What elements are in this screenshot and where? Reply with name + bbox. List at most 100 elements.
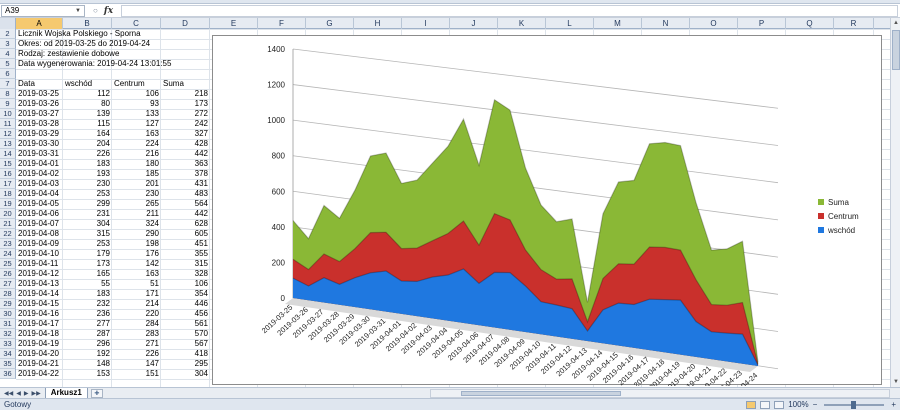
- table-cell[interactable]: 220: [145, 309, 159, 318]
- row-header-18[interactable]: 18: [0, 189, 16, 199]
- row-header-24[interactable]: 24: [0, 249, 16, 259]
- table-cell[interactable]: 2019-04-12: [18, 269, 59, 278]
- zoom-level[interactable]: 100%: [788, 400, 809, 409]
- table-cell[interactable]: 198: [145, 239, 159, 248]
- table-cell[interactable]: 363: [194, 159, 208, 168]
- table-cell[interactable]: 287: [96, 329, 110, 338]
- column-header-o[interactable]: O: [690, 18, 738, 29]
- table-cell[interactable]: 2019-04-14: [18, 289, 59, 298]
- table-cell[interactable]: 2019-04-10: [18, 249, 59, 258]
- row-header-25[interactable]: 25: [0, 259, 16, 269]
- row-header-32[interactable]: 32: [0, 329, 16, 339]
- table-cell[interactable]: 180: [145, 159, 159, 168]
- column-header-i[interactable]: I: [402, 18, 450, 29]
- table-cell[interactable]: 2019-04-15: [18, 299, 59, 308]
- table-cell[interactable]: 127: [145, 119, 159, 128]
- table-cell[interactable]: 80: [101, 99, 110, 108]
- table-cell[interactable]: 315: [96, 229, 110, 238]
- table-cell[interactable]: 151: [145, 369, 159, 378]
- formula-input[interactable]: [121, 4, 898, 17]
- table-cell[interactable]: 2019-04-13: [18, 279, 59, 288]
- column-header-j[interactable]: J: [450, 18, 498, 29]
- table-cell[interactable]: 2019-04-11: [18, 259, 59, 268]
- prev-sheet-icon[interactable]: ◀: [16, 390, 21, 397]
- row-header-3[interactable]: 3: [0, 39, 16, 49]
- row-header-16[interactable]: 16: [0, 169, 16, 179]
- column-header-k[interactable]: K: [498, 18, 546, 29]
- expand-icon[interactable]: ○: [93, 6, 98, 15]
- info-cell[interactable]: Licznik Wojska Polskiego - Sporna: [18, 29, 141, 38]
- name-box[interactable]: A39 ▼: [1, 4, 85, 17]
- table-cell[interactable]: 2019-03-25: [18, 89, 59, 98]
- row-header-34[interactable]: 34: [0, 349, 16, 359]
- table-cell[interactable]: 283: [145, 329, 159, 338]
- zoom-in-icon[interactable]: +: [891, 400, 896, 409]
- column-header-d[interactable]: D: [161, 18, 210, 29]
- row-header-10[interactable]: 10: [0, 109, 16, 119]
- table-cell[interactable]: 2019-04-02: [18, 169, 59, 178]
- table-cell[interactable]: 51: [150, 279, 159, 288]
- table-cell[interactable]: 163: [145, 269, 159, 278]
- table-header-cell[interactable]: Data: [18, 79, 35, 88]
- table-cell[interactable]: 148: [96, 359, 110, 368]
- table-cell[interactable]: 226: [145, 349, 159, 358]
- vertical-scroll-thumb[interactable]: [892, 30, 900, 70]
- table-cell[interactable]: 2019-04-04: [18, 189, 59, 198]
- zoom-out-icon[interactable]: −: [812, 400, 818, 409]
- table-cell[interactable]: 328: [194, 269, 208, 278]
- column-header-h[interactable]: H: [354, 18, 402, 29]
- table-cell[interactable]: 418: [194, 349, 208, 358]
- row-header-13[interactable]: 13: [0, 139, 16, 149]
- table-cell[interactable]: 605: [194, 229, 208, 238]
- row-header-19[interactable]: 19: [0, 199, 16, 209]
- info-cell[interactable]: Okres: od 2019-03-25 do 2019-04-24: [18, 39, 151, 48]
- table-cell[interactable]: 192: [96, 349, 110, 358]
- table-cell[interactable]: 236: [96, 309, 110, 318]
- table-cell[interactable]: 230: [145, 189, 159, 198]
- row-header-17[interactable]: 17: [0, 179, 16, 189]
- table-cell[interactable]: 299: [96, 199, 110, 208]
- table-cell[interactable]: 290: [145, 229, 159, 238]
- table-cell[interactable]: 315: [194, 259, 208, 268]
- table-cell[interactable]: 2019-04-05: [18, 199, 59, 208]
- row-header-31[interactable]: 31: [0, 319, 16, 329]
- table-cell[interactable]: 2019-04-06: [18, 209, 59, 218]
- row-header-9[interactable]: 9: [0, 99, 16, 109]
- normal-view-icon[interactable]: [746, 400, 757, 409]
- column-header-f[interactable]: F: [258, 18, 306, 29]
- table-cell[interactable]: 354: [194, 289, 208, 298]
- row-header-28[interactable]: 28: [0, 289, 16, 299]
- zoom-slider-knob[interactable]: [851, 400, 857, 409]
- info-cell[interactable]: Rodzaj: zestawienie dobowe: [18, 49, 120, 58]
- table-cell[interactable]: 2019-03-31: [18, 149, 59, 158]
- row-header-14[interactable]: 14: [0, 149, 16, 159]
- table-cell[interactable]: 242: [194, 119, 208, 128]
- next-sheet-icon[interactable]: ▶: [23, 390, 29, 397]
- row-header-5[interactable]: 5: [0, 59, 16, 69]
- table-cell[interactable]: 142: [145, 259, 159, 268]
- row-header-30[interactable]: 30: [0, 309, 16, 319]
- table-cell[interactable]: 295: [194, 359, 208, 368]
- chart-area[interactable]: 0 200 400 600 800 1000 1200 1400 2019-03-25 2019-…: [212, 35, 882, 403]
- page-break-view-icon[interactable]: [774, 400, 785, 409]
- table-cell[interactable]: 218: [194, 89, 208, 98]
- table-cell[interactable]: 106: [194, 279, 208, 288]
- table-cell[interactable]: 324: [145, 219, 159, 228]
- row-header-12[interactable]: 12: [0, 129, 16, 139]
- table-cell[interactable]: 176: [145, 249, 159, 258]
- table-cell[interactable]: 442: [194, 209, 208, 218]
- table-cell[interactable]: 139: [96, 109, 110, 118]
- table-cell[interactable]: 201: [145, 179, 159, 188]
- table-cell[interactable]: 272: [194, 109, 208, 118]
- table-cell[interactable]: 2019-04-21: [18, 359, 59, 368]
- row-header-27[interactable]: 27: [0, 279, 16, 289]
- column-header-g[interactable]: G: [306, 18, 354, 29]
- table-cell[interactable]: 171: [145, 289, 159, 298]
- last-sheet-icon[interactable]: ▶▶: [31, 390, 41, 397]
- row-header-11[interactable]: 11: [0, 119, 16, 129]
- table-cell[interactable]: 2019-04-20: [18, 349, 59, 358]
- select-all-corner[interactable]: [0, 18, 16, 29]
- column-header-c[interactable]: C: [112, 18, 161, 29]
- table-cell[interactable]: 304: [194, 369, 208, 378]
- table-cell[interactable]: 224: [145, 139, 159, 148]
